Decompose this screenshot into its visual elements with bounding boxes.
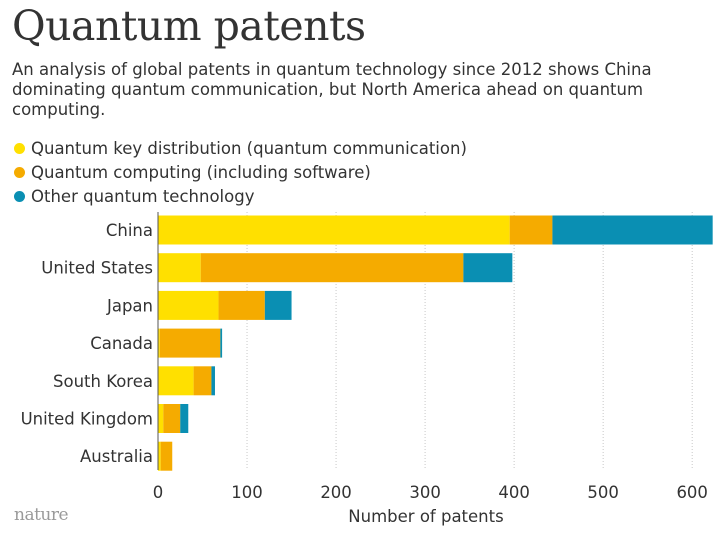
bar-segment bbox=[158, 215, 510, 245]
category-label: China bbox=[106, 221, 153, 240]
x-tick-label: 200 bbox=[320, 483, 352, 502]
legend: Quantum key distribution (quantum commun… bbox=[14, 136, 467, 208]
bar-segment bbox=[200, 253, 464, 283]
bar-segment bbox=[552, 215, 713, 245]
bar-segment bbox=[160, 441, 173, 471]
bar-segment bbox=[463, 253, 513, 283]
x-tick-label: 100 bbox=[231, 483, 263, 502]
bar-segment bbox=[218, 290, 265, 320]
category-label: Australia bbox=[80, 447, 153, 466]
bar-segment bbox=[158, 404, 164, 433]
bar-segment bbox=[264, 290, 292, 320]
x-tick-label: 300 bbox=[409, 483, 441, 502]
category-label: South Korea bbox=[53, 372, 153, 391]
bar-segment bbox=[220, 328, 223, 358]
x-tick-label: 500 bbox=[587, 483, 619, 502]
bar-segment bbox=[163, 404, 181, 433]
bar-segment bbox=[158, 366, 194, 396]
legend-label-other: Other quantum technology bbox=[31, 186, 255, 206]
legend-label-qkd: Quantum key distribution (quantum commun… bbox=[31, 138, 467, 158]
legend-swatch-qkd bbox=[14, 142, 25, 154]
category-label: Japan bbox=[106, 296, 153, 315]
bar-segment bbox=[158, 328, 160, 358]
bar-segment bbox=[158, 441, 161, 471]
legend-swatch-other bbox=[14, 190, 25, 202]
x-axis-label: Number of patents bbox=[348, 507, 503, 526]
bar-segment bbox=[180, 404, 189, 433]
bar-segment bbox=[158, 253, 201, 283]
bar-segment bbox=[193, 366, 212, 396]
legend-label-computing: Quantum computing (including software) bbox=[31, 162, 371, 182]
bar-segment bbox=[211, 366, 215, 396]
x-tick-label: 600 bbox=[676, 483, 708, 502]
nature-logo: nature bbox=[14, 505, 69, 525]
legend-swatch-computing bbox=[14, 166, 25, 178]
bar-segment bbox=[158, 290, 219, 320]
category-label: Canada bbox=[90, 334, 153, 353]
legend-item-computing: Quantum computing (including software) bbox=[14, 160, 467, 184]
bar-segment bbox=[159, 328, 221, 358]
legend-item-qkd: Quantum key distribution (quantum commun… bbox=[14, 136, 467, 160]
bar-segment bbox=[509, 215, 553, 245]
chart-title: Quantum patents bbox=[12, 2, 366, 50]
chart-subtitle: An analysis of global patents in quantum… bbox=[12, 60, 652, 119]
category-label: United States bbox=[41, 259, 153, 278]
legend-item-other: Other quantum technology bbox=[14, 184, 467, 208]
x-tick-label: 400 bbox=[498, 483, 530, 502]
x-tick-label: 0 bbox=[153, 483, 164, 502]
category-label: United Kingdom bbox=[21, 410, 153, 429]
